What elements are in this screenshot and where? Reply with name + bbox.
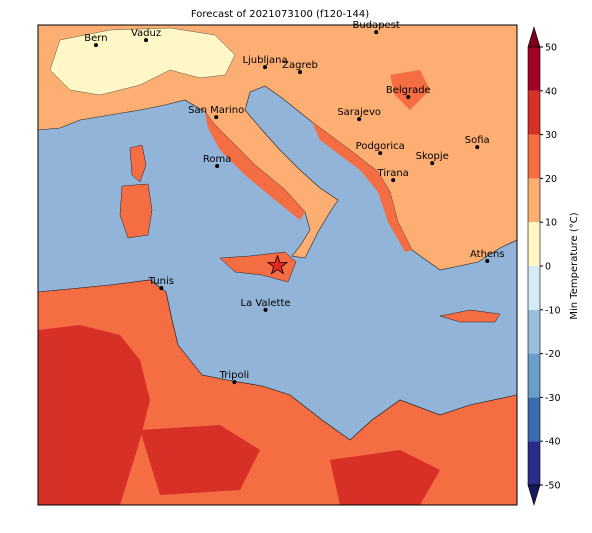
- colorbar-over: [527, 25, 541, 48]
- city-label: Sofia: [465, 135, 490, 146]
- city-label: Tunis: [148, 276, 174, 287]
- hot-region: [140, 425, 260, 495]
- city-dot: [391, 178, 396, 183]
- hot-region: [38, 325, 150, 505]
- colorbar-tick-label: 0: [545, 262, 551, 273]
- city-label: Bern: [84, 33, 107, 44]
- city-dot: [263, 307, 268, 312]
- corsica: [129, 144, 147, 183]
- colorbar-tick-label: -50: [545, 481, 561, 492]
- colorbar-tick-label: 20: [545, 174, 557, 185]
- colorbar-tick-label: 10: [545, 218, 557, 229]
- sardinia: [119, 183, 153, 239]
- colorbar-tick-label: -40: [545, 437, 561, 448]
- city-dot: [378, 151, 383, 156]
- city-dot: [263, 65, 268, 70]
- colorbar-level: [528, 441, 540, 485]
- colorbar-under: [527, 484, 541, 507]
- city-label: Budapest: [353, 20, 400, 31]
- city-dot: [357, 117, 362, 122]
- city-label: Athens: [470, 249, 505, 260]
- map-body: [38, 25, 517, 505]
- colorbar-level: [528, 309, 540, 354]
- colorbar-level: [528, 353, 540, 398]
- colorbar-level: [528, 178, 540, 223]
- city-dot: [93, 43, 98, 48]
- colorbar-tick-label: -30: [545, 393, 561, 404]
- hot-region: [330, 450, 440, 505]
- map-frame: [37, 24, 518, 506]
- colorbar-tick-label: -10: [545, 305, 561, 316]
- colorbar-level: [528, 134, 540, 179]
- city-dot: [298, 70, 303, 75]
- city-dot: [215, 164, 220, 169]
- title: Forecast of 2021073100 (f120-144): [191, 9, 369, 20]
- colorbar-level: [528, 222, 540, 266]
- colorbar: -50 -40 -30 -20 -10 0 10 20 30 40 50: [527, 25, 561, 507]
- city-label: San Marino: [188, 105, 244, 116]
- city-label: Vaduz: [131, 28, 161, 39]
- city-label: Podgorica: [356, 141, 405, 152]
- colorbar-tick-label: 50: [545, 43, 557, 54]
- colorbar-tick-label: 40: [545, 86, 557, 97]
- city-dot: [485, 259, 490, 264]
- colorbar-level: [528, 397, 540, 442]
- colorbar-label: Min Temperature (°C): [569, 212, 580, 319]
- city-label: Sarajevo: [337, 107, 381, 118]
- city-dot: [430, 161, 435, 166]
- warm-patch: [390, 70, 430, 110]
- city-label: Roma: [203, 154, 232, 165]
- city-dot: [406, 95, 411, 100]
- colorbar-level: [528, 90, 540, 135]
- city-dot: [374, 30, 379, 35]
- city-label: Skopje: [416, 151, 449, 162]
- coast-warm: [312, 122, 412, 252]
- city-label: Tirana: [377, 168, 409, 179]
- city-label: Belgrade: [386, 85, 431, 96]
- colorbar-level: [528, 266, 540, 310]
- city-dot: [475, 145, 480, 150]
- colorbar-tick-label: 30: [545, 130, 557, 141]
- coast-warm: [205, 112, 305, 220]
- city-label: Tripoli: [219, 370, 250, 381]
- star-marker: [266, 254, 289, 275]
- colorbar-tick-label: -20: [545, 349, 561, 360]
- city-label: La Valette: [241, 298, 291, 309]
- city-dot: [232, 380, 237, 385]
- colorbar-level: [528, 47, 540, 91]
- city-dot: [144, 38, 149, 43]
- city-label: Ljubljana: [242, 55, 287, 66]
- city-label: Zagreb: [282, 60, 318, 71]
- city-dot: [214, 115, 219, 120]
- city-dot: [159, 286, 164, 291]
- crete: [439, 309, 501, 323]
